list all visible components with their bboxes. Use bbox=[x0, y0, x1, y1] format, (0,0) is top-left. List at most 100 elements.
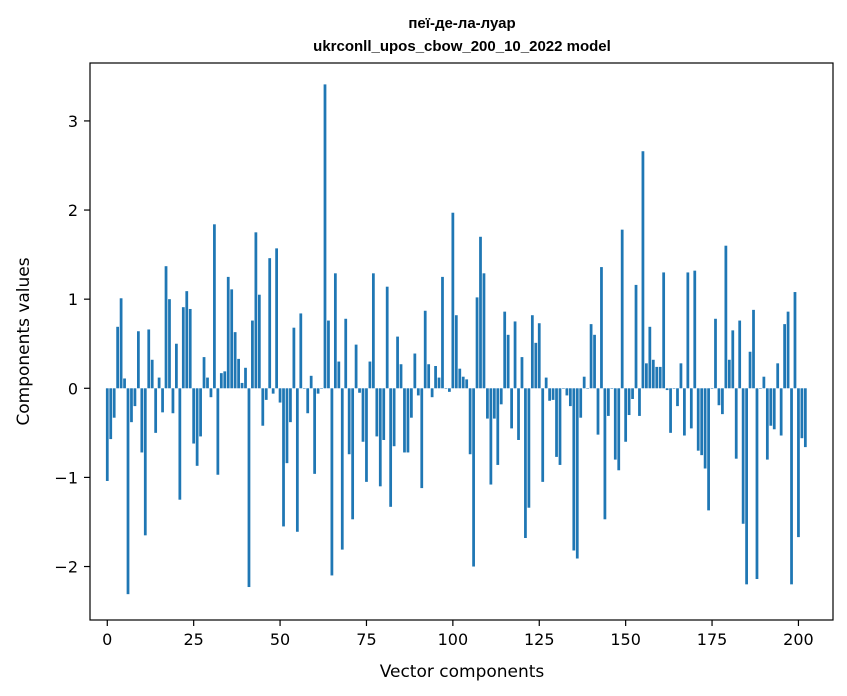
bar bbox=[289, 388, 292, 423]
bar bbox=[105, 388, 109, 481]
bar bbox=[185, 291, 189, 389]
bar bbox=[323, 84, 327, 389]
bar bbox=[627, 388, 631, 416]
bar bbox=[254, 232, 258, 389]
plot-frame bbox=[89, 62, 834, 621]
bar bbox=[565, 388, 569, 396]
bar bbox=[655, 366, 659, 389]
bar bbox=[233, 332, 237, 389]
bar bbox=[475, 297, 479, 389]
bar bbox=[371, 273, 375, 389]
bar bbox=[178, 388, 182, 500]
bar bbox=[800, 388, 804, 439]
bar bbox=[282, 388, 285, 527]
bar bbox=[292, 327, 296, 389]
bar bbox=[112, 388, 116, 418]
x-tick-label: 100 bbox=[438, 630, 469, 649]
bar bbox=[257, 294, 261, 389]
bar bbox=[645, 363, 648, 389]
bar bbox=[752, 309, 755, 389]
bar bbox=[461, 376, 465, 389]
bar bbox=[479, 236, 482, 389]
bar bbox=[195, 388, 199, 466]
bar bbox=[458, 368, 462, 389]
bar bbox=[275, 248, 278, 389]
bar bbox=[510, 388, 513, 429]
bar bbox=[382, 388, 386, 440]
bar bbox=[499, 388, 503, 405]
bar bbox=[240, 382, 244, 389]
x-axis-label: Vector components bbox=[380, 662, 545, 682]
bar bbox=[161, 388, 164, 413]
bar bbox=[572, 388, 576, 551]
bar bbox=[192, 388, 196, 444]
bar bbox=[714, 318, 717, 389]
bar bbox=[313, 388, 317, 474]
bar bbox=[340, 388, 344, 550]
bar bbox=[368, 361, 372, 389]
bar bbox=[783, 324, 786, 389]
bar bbox=[717, 388, 721, 406]
bar bbox=[465, 379, 469, 389]
bar bbox=[489, 388, 493, 485]
bar bbox=[410, 388, 413, 418]
bar bbox=[537, 323, 541, 389]
bar bbox=[157, 377, 161, 389]
bar bbox=[392, 388, 396, 447]
bar bbox=[686, 272, 690, 389]
bar bbox=[472, 388, 475, 567]
bar bbox=[171, 388, 175, 414]
bar bbox=[693, 270, 697, 389]
bar bbox=[416, 388, 420, 396]
bar bbox=[513, 321, 517, 389]
bar bbox=[696, 388, 700, 451]
bar bbox=[264, 388, 268, 400]
bars-group bbox=[105, 84, 807, 595]
bar bbox=[534, 342, 538, 389]
bar bbox=[150, 359, 154, 389]
bar bbox=[299, 313, 303, 389]
bar bbox=[247, 388, 251, 588]
bar bbox=[295, 388, 299, 532]
bar bbox=[468, 388, 472, 455]
bar bbox=[700, 388, 704, 456]
bar bbox=[672, 388, 676, 389]
bar bbox=[423, 310, 427, 389]
bar bbox=[413, 353, 417, 389]
bar bbox=[454, 315, 458, 389]
bar bbox=[631, 388, 634, 399]
bar bbox=[361, 388, 365, 442]
bar bbox=[734, 388, 738, 459]
bar bbox=[213, 224, 216, 389]
bar bbox=[772, 388, 776, 430]
bar bbox=[482, 273, 486, 389]
bar bbox=[354, 344, 358, 389]
y-tick-label: −2 bbox=[54, 558, 78, 577]
bar bbox=[610, 388, 614, 389]
y-axis-ticks: −2 −1 0 1 2 3 bbox=[54, 112, 90, 577]
bar bbox=[175, 343, 178, 389]
bar bbox=[206, 377, 209, 389]
bar bbox=[568, 388, 572, 407]
bar bbox=[154, 388, 158, 433]
bar bbox=[759, 388, 762, 389]
bar bbox=[548, 388, 551, 401]
bar bbox=[486, 388, 489, 419]
bar bbox=[683, 388, 686, 436]
bar bbox=[575, 388, 579, 559]
bar bbox=[344, 318, 348, 389]
bar bbox=[603, 388, 607, 520]
bar bbox=[209, 388, 213, 398]
bar bbox=[530, 315, 534, 389]
bar bbox=[230, 289, 234, 389]
bar bbox=[109, 388, 113, 440]
bar bbox=[223, 371, 227, 389]
bar bbox=[793, 292, 797, 389]
bar bbox=[520, 357, 524, 389]
bar bbox=[268, 258, 272, 389]
y-tick-label: 2 bbox=[68, 201, 78, 220]
bar bbox=[140, 388, 144, 453]
bar bbox=[579, 388, 583, 418]
bar bbox=[116, 326, 120, 389]
